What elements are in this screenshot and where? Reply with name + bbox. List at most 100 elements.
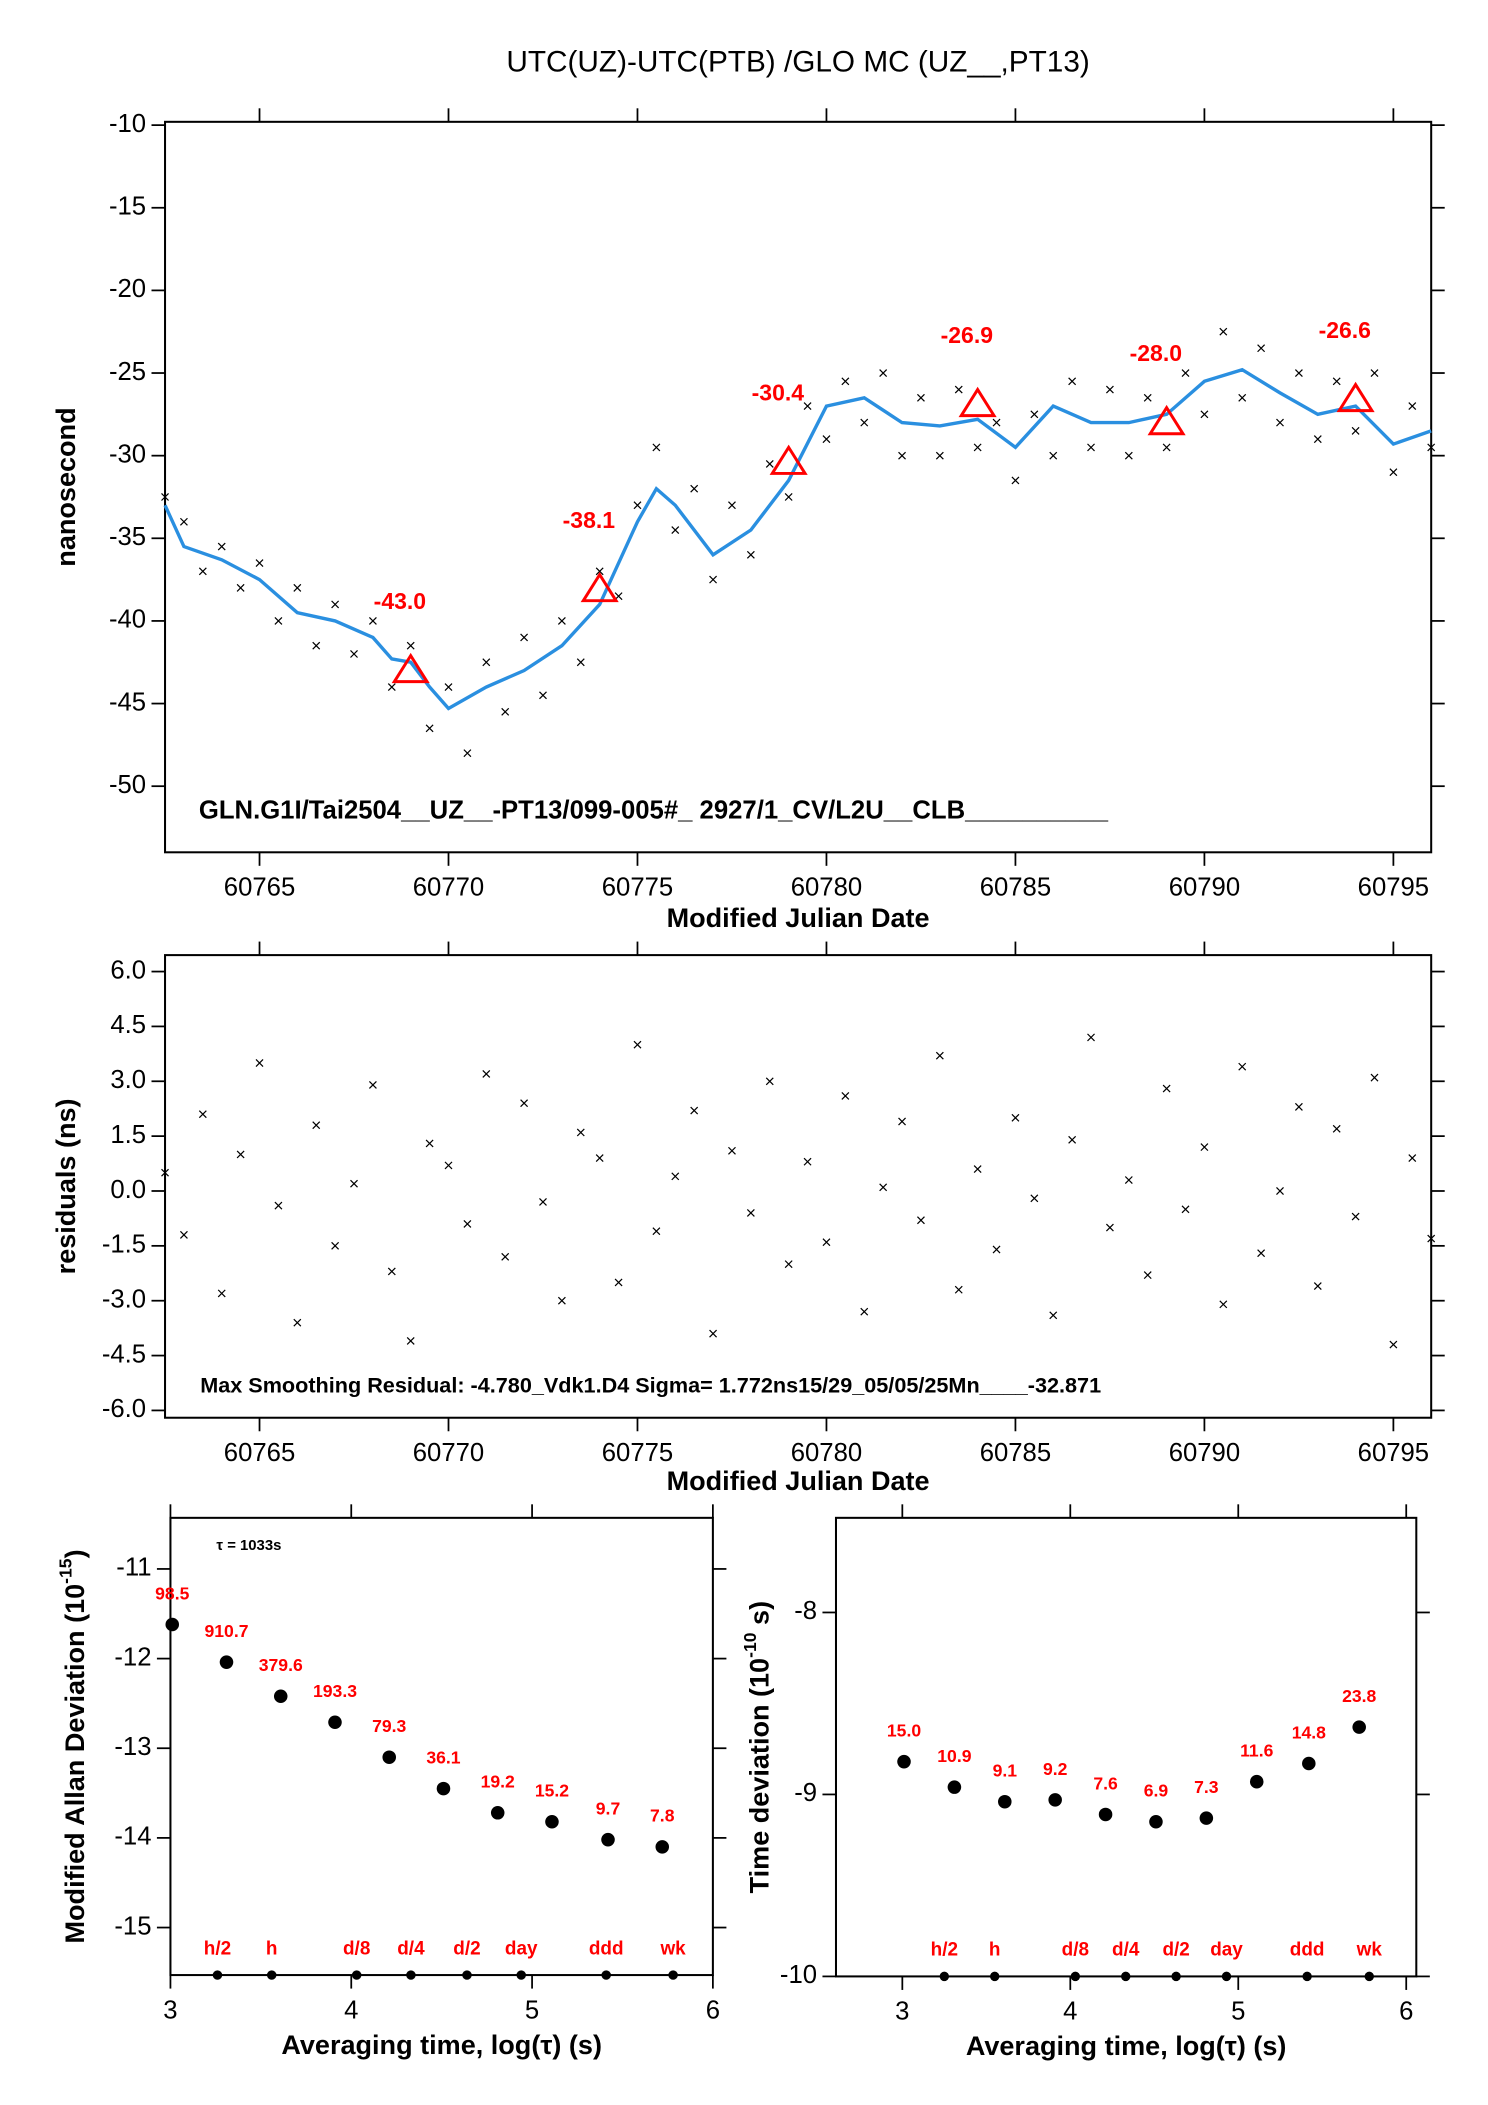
x-tick-label: 6 xyxy=(1399,1998,1413,2026)
data-point xyxy=(482,658,491,667)
data-point xyxy=(482,1070,491,1078)
interval-marker xyxy=(1171,1971,1181,1982)
data-point xyxy=(784,493,793,501)
data-point xyxy=(1351,1212,1360,1221)
data-point xyxy=(992,418,1001,427)
point-label: 379.6 xyxy=(259,1655,303,1675)
data-point xyxy=(803,1157,812,1166)
data-point xyxy=(1011,476,1020,485)
point-label: 7.8 xyxy=(650,1806,675,1826)
data-point xyxy=(350,650,358,658)
data-point xyxy=(293,583,302,592)
y-tick-label: 1.5 xyxy=(110,1121,146,1149)
y-tick-label: -30 xyxy=(109,440,146,468)
triangle-marker xyxy=(769,444,808,475)
data-point xyxy=(1124,1176,1133,1184)
point-label: 193.3 xyxy=(313,1681,357,1701)
data-point xyxy=(1257,1249,1266,1258)
data-point xyxy=(1098,1807,1113,1822)
data-point xyxy=(1294,369,1303,377)
point-label: 7.6 xyxy=(1093,1773,1118,1793)
x-tick-label: 60765 xyxy=(224,874,295,902)
y-tick-label: -45 xyxy=(109,688,146,716)
data-point xyxy=(1143,1271,1152,1280)
interval-label: h xyxy=(266,1938,278,1959)
data-point xyxy=(1149,1814,1163,1829)
data-point xyxy=(1011,1113,1020,1122)
interval-label: wk xyxy=(1356,1940,1383,1961)
data-point xyxy=(425,724,434,733)
interval-marker xyxy=(1120,1971,1131,1982)
point-label: 79.3 xyxy=(372,1716,406,1736)
data-point xyxy=(219,1655,234,1669)
data-point xyxy=(998,1794,1012,1809)
data-point xyxy=(746,550,755,559)
data-point xyxy=(633,501,642,510)
data-point xyxy=(179,1230,188,1239)
data-point xyxy=(539,691,547,700)
annotation: τ = 1033s xyxy=(216,1538,281,1554)
data-point xyxy=(1068,377,1077,386)
data-point xyxy=(1105,385,1114,394)
data-point xyxy=(879,369,888,377)
data-point xyxy=(1276,418,1284,427)
data-point xyxy=(879,1183,888,1192)
data-point xyxy=(161,493,169,501)
data-point xyxy=(368,616,377,625)
data-point xyxy=(1427,1234,1436,1243)
data-point xyxy=(1199,1811,1214,1825)
data-point xyxy=(1302,1756,1316,1771)
annotation: Max Smoothing Residual: -4.780_Vdk1.D4 S… xyxy=(200,1372,1101,1397)
data-point xyxy=(1313,1282,1322,1291)
data-point xyxy=(387,1267,396,1276)
data-point xyxy=(1087,443,1095,452)
interval-marker xyxy=(1302,1971,1312,1982)
data-point xyxy=(954,385,963,394)
data-point xyxy=(350,1179,358,1188)
y-tick-label: 4.5 xyxy=(110,1011,146,1039)
value-label: -26.9 xyxy=(941,322,993,348)
data-point xyxy=(595,1154,604,1163)
x-tick-label: 4 xyxy=(344,1996,358,2024)
data-point xyxy=(1200,1143,1209,1152)
data-point xyxy=(274,616,283,625)
interval-label: d/8 xyxy=(343,1938,370,1959)
data-point xyxy=(1068,1135,1077,1144)
y-tick-label: -9 xyxy=(794,1779,817,1807)
data-point xyxy=(255,1059,264,1067)
y-axis-label-text: Modified Allan Deviation (10 xyxy=(60,1584,90,1944)
y-tick-label: -12 xyxy=(114,1643,151,1671)
data-point xyxy=(293,1318,302,1327)
interval-label: h/2 xyxy=(204,1938,231,1959)
data-point xyxy=(765,459,774,468)
x-tick-label: 6 xyxy=(706,1996,720,2024)
x-tick-label: 60770 xyxy=(413,874,484,902)
interval-marker xyxy=(601,1970,611,1980)
y-axis-label-text: ) xyxy=(60,1549,90,1558)
data-point xyxy=(728,1146,736,1155)
interval-marker xyxy=(1364,1971,1375,1982)
data-point xyxy=(746,1208,755,1217)
x-axis-label: Modified Julian Date xyxy=(667,1466,930,1496)
interval-marker xyxy=(351,1970,362,1980)
x-axis-label: Averaging time, log(τ) (s) xyxy=(966,2031,1287,2061)
data-point xyxy=(576,658,585,667)
y-tick-label: -15 xyxy=(109,193,146,221)
data-point xyxy=(444,1161,453,1170)
data-point xyxy=(1276,1187,1284,1195)
data-point xyxy=(1030,410,1039,419)
data-point xyxy=(557,1296,566,1305)
data-point xyxy=(1181,369,1190,377)
interval-label: ddd xyxy=(589,1938,624,1959)
data-point xyxy=(557,616,566,625)
chart-title: UTC(UZ)-UTC(PTB) /GLO MC (UZ__,PT13) xyxy=(506,46,1089,79)
interval-marker xyxy=(462,1970,472,1980)
x-tick-label: 5 xyxy=(1231,1998,1245,2026)
data-point xyxy=(633,1040,642,1049)
y-axis-label: residuals (ns) xyxy=(51,1098,81,1274)
triangle-marker xyxy=(580,571,619,603)
data-point xyxy=(1313,435,1322,444)
data-point xyxy=(614,1278,623,1287)
x-axis-label: Modified Julian Date xyxy=(667,903,930,933)
